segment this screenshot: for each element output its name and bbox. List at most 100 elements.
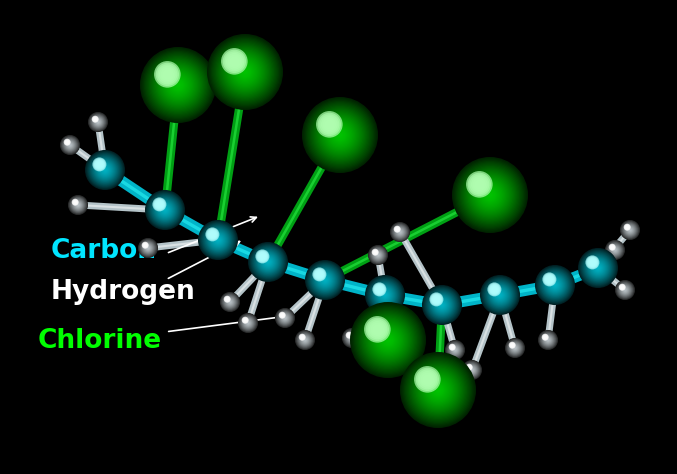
Circle shape [99, 164, 111, 176]
Circle shape [297, 332, 313, 348]
Circle shape [489, 284, 500, 295]
Circle shape [462, 167, 518, 223]
Circle shape [68, 143, 72, 147]
Circle shape [68, 143, 72, 146]
Circle shape [301, 335, 309, 345]
Circle shape [239, 314, 257, 332]
Circle shape [88, 112, 108, 132]
Circle shape [616, 281, 634, 299]
Circle shape [468, 367, 470, 368]
Circle shape [470, 368, 474, 372]
Circle shape [464, 362, 480, 378]
Circle shape [510, 343, 520, 353]
Circle shape [146, 191, 183, 228]
Circle shape [460, 164, 521, 226]
Circle shape [219, 46, 271, 99]
Circle shape [97, 163, 112, 177]
Circle shape [242, 317, 248, 323]
Circle shape [301, 336, 309, 344]
Circle shape [227, 55, 241, 68]
Circle shape [350, 337, 353, 340]
Circle shape [64, 139, 70, 145]
Circle shape [60, 135, 80, 155]
Circle shape [540, 332, 556, 348]
Circle shape [445, 340, 464, 360]
Circle shape [380, 290, 391, 301]
Circle shape [391, 222, 410, 242]
Circle shape [538, 330, 558, 350]
Circle shape [385, 294, 386, 296]
Circle shape [371, 248, 385, 262]
Circle shape [498, 292, 502, 298]
Circle shape [217, 44, 273, 100]
Circle shape [542, 272, 568, 298]
Circle shape [547, 277, 563, 293]
Circle shape [315, 109, 366, 160]
Circle shape [96, 161, 103, 168]
Circle shape [626, 226, 634, 234]
Circle shape [370, 280, 399, 310]
Circle shape [494, 289, 496, 290]
Circle shape [454, 349, 456, 351]
Circle shape [483, 187, 498, 202]
Circle shape [539, 269, 571, 301]
Circle shape [345, 331, 359, 345]
Circle shape [375, 328, 401, 353]
Circle shape [375, 285, 384, 294]
Circle shape [281, 314, 289, 322]
Circle shape [490, 285, 510, 305]
Circle shape [617, 283, 632, 297]
Circle shape [306, 261, 344, 299]
Circle shape [68, 143, 72, 147]
Circle shape [261, 255, 263, 257]
Circle shape [394, 226, 401, 233]
Circle shape [166, 73, 169, 76]
Circle shape [156, 63, 179, 86]
Circle shape [92, 157, 118, 182]
Circle shape [370, 246, 387, 264]
Circle shape [432, 295, 452, 315]
Circle shape [74, 201, 82, 209]
Circle shape [450, 345, 455, 350]
Circle shape [617, 282, 633, 298]
Circle shape [630, 229, 631, 231]
Circle shape [629, 228, 632, 231]
Circle shape [301, 337, 303, 338]
Circle shape [311, 267, 338, 293]
Circle shape [89, 113, 107, 131]
Circle shape [611, 246, 619, 254]
Circle shape [73, 201, 83, 210]
Circle shape [203, 225, 233, 255]
Circle shape [141, 242, 149, 249]
Circle shape [225, 297, 235, 307]
Circle shape [154, 61, 181, 88]
Circle shape [394, 226, 400, 232]
Circle shape [595, 265, 600, 271]
Circle shape [544, 337, 546, 338]
Circle shape [148, 193, 181, 227]
Circle shape [145, 245, 152, 251]
Circle shape [546, 337, 550, 342]
Circle shape [104, 169, 106, 171]
Circle shape [89, 155, 121, 185]
Circle shape [588, 258, 596, 267]
Circle shape [463, 361, 481, 379]
Circle shape [283, 316, 287, 320]
Circle shape [164, 209, 167, 211]
Circle shape [94, 118, 102, 126]
Circle shape [93, 118, 102, 127]
Circle shape [588, 258, 608, 278]
Circle shape [64, 139, 76, 151]
Circle shape [618, 283, 632, 297]
Circle shape [259, 253, 266, 260]
Circle shape [284, 316, 286, 319]
Circle shape [146, 191, 184, 229]
Circle shape [299, 333, 311, 346]
Circle shape [89, 113, 107, 131]
Circle shape [156, 201, 174, 219]
Circle shape [328, 124, 351, 146]
Circle shape [74, 201, 77, 203]
Circle shape [626, 225, 634, 235]
Circle shape [420, 372, 456, 408]
Circle shape [349, 334, 350, 336]
